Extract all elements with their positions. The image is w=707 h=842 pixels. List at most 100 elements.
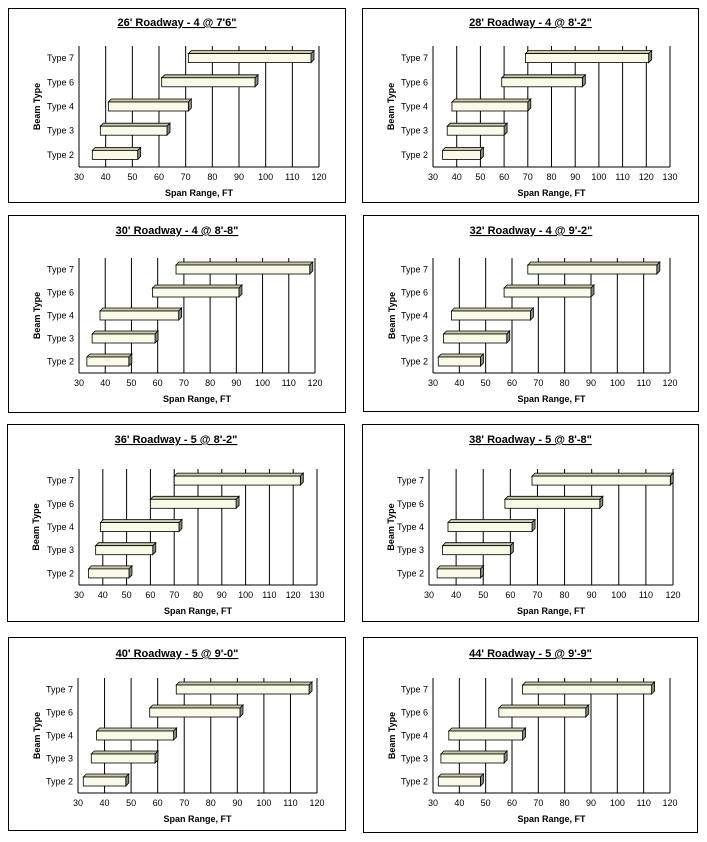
y-category-label: Type 4 [401,731,428,741]
bar-front-face [437,776,481,787]
x-tick-label: 120 [662,798,677,808]
bar-top-face [447,727,527,732]
x-tick-label: 70 [179,798,189,808]
range-bar [175,261,314,275]
bar-top-face [95,727,178,732]
y-category-label: Type 7 [401,265,428,275]
bar-front-face [107,101,189,112]
range-bar [107,98,193,112]
y-category-label: Type 6 [46,708,73,718]
bar-top-face [447,519,536,523]
bar-top-face [160,74,259,79]
x-tick-label: 40 [454,798,464,808]
y-category-label: Type 4 [46,731,73,741]
chart-panel-7: 40' Roadway - 5 @ 9'-0" 30 40 50 60 70 80 90 100… [8,637,346,831]
range-bar [94,541,157,556]
bar-front-face [95,545,154,556]
x-tick-label: 80 [207,172,217,182]
x-tick-label: 90 [586,798,596,808]
bar-top-face [175,261,314,266]
bar-top-face [82,773,130,778]
x-tick-label: 70 [532,590,542,600]
bar-front-face [522,684,652,695]
chart-svg: 38' Roadway - 5 @ 8'-8" 30 40 50 60 70 80 90 100… [386,434,681,616]
range-bar [85,353,133,367]
bar-top-face [500,74,587,79]
chart-title: 30' Roadway - 4 @ 8'-8" [116,225,239,237]
x-tick-label: 110 [615,172,629,182]
x-tick-label: 80 [560,378,570,388]
x-tick-label: 80 [560,590,570,600]
chart-panel-1: 26' Roadway - 4 @ 7'6" 30 40 50 60 70 80 90 100 1… [8,8,346,203]
bar-top-face [436,565,485,570]
range-bar [447,518,536,533]
range-bar [149,495,241,510]
x-axis-title: Span Range, FT [163,814,232,824]
range-bar [526,261,661,275]
range-bar [99,518,183,533]
bar-front-face [446,125,505,136]
y-category-label: Type 3 [401,126,428,136]
y-axis-title: Beam Type [32,83,42,130]
x-tick-label: 120 [665,590,680,600]
bar-front-face [187,53,312,63]
x-tick-label: 70 [533,798,543,808]
range-bar [82,773,130,787]
y-category-label: Type 3 [46,754,73,764]
y-category-label: Type 3 [47,545,74,555]
x-tick-label: 110 [636,798,650,808]
range-bar [503,495,604,510]
bar-front-face [451,101,529,112]
x-tick-label: 60 [499,172,509,182]
x-tick-label: 100 [256,798,271,808]
x-tick-label: 60 [153,798,163,808]
bar-top-face [441,542,515,547]
bar-front-face [498,707,587,718]
x-axis-title: Span Range, FT [517,814,586,824]
x-tick-label: 100 [238,590,253,600]
chart-svg: 32' Roadway - 4 @ 9'-2" 30 40 50 60 70 80 90 100… [387,225,678,404]
y-category-label: Type 4 [47,311,74,321]
x-tick-label: 90 [586,378,596,388]
range-bar [87,564,133,579]
chart-svg: 26' Roadway - 4 @ 7'6" 30 40 50 60 70 80 90 100 1… [32,17,327,198]
bar-top-face [521,681,656,686]
y-axis-title: Beam Type [32,712,42,759]
x-axis-title: Span Range, FT [517,188,586,198]
range-bar [187,49,315,64]
range-bar [500,73,587,88]
bar-top-face [187,50,315,54]
x-tick-label: 40 [101,172,111,182]
bar-front-face [173,475,301,486]
y-category-label: Type 7 [46,685,73,695]
bar-front-face [91,149,139,160]
bar-top-face [450,98,532,103]
range-bar [160,73,259,88]
range-bar [175,681,313,695]
range-bar [95,727,178,741]
x-tick-label: 100 [610,798,625,808]
x-tick-label: 50 [127,172,137,182]
y-axis-title: Beam Type [387,712,397,759]
y-category-label: Type 2 [401,357,428,367]
bar-front-face [99,125,168,136]
range-bar [447,727,527,741]
y-category-label: Type 2 [397,568,424,578]
y-category-label: Type 6 [401,288,428,298]
x-tick-label: 30 [428,798,438,808]
range-bar [437,353,485,367]
bar-top-face [99,519,183,523]
x-tick-label: 100 [611,590,626,600]
chart-panel-4: 32' Roadway - 4 @ 9'-2" 30 40 50 60 70 80 90 100… [363,215,699,412]
bar-front-face [437,356,481,367]
x-tick-label: 70 [533,378,543,388]
x-tick-label: 110 [262,590,276,600]
x-tick-label: 80 [206,798,216,808]
x-tick-label: 120 [311,172,326,182]
range-bar [521,681,656,695]
bar-top-face [90,750,159,755]
x-tick-label: 30 [424,590,434,600]
bar-front-face [501,77,583,88]
y-category-label: Type 3 [397,545,424,555]
chart-panel-8: 44' Roadway - 5 @ 9'-9" 30 40 50 60 70 80 90 100… [363,637,698,833]
